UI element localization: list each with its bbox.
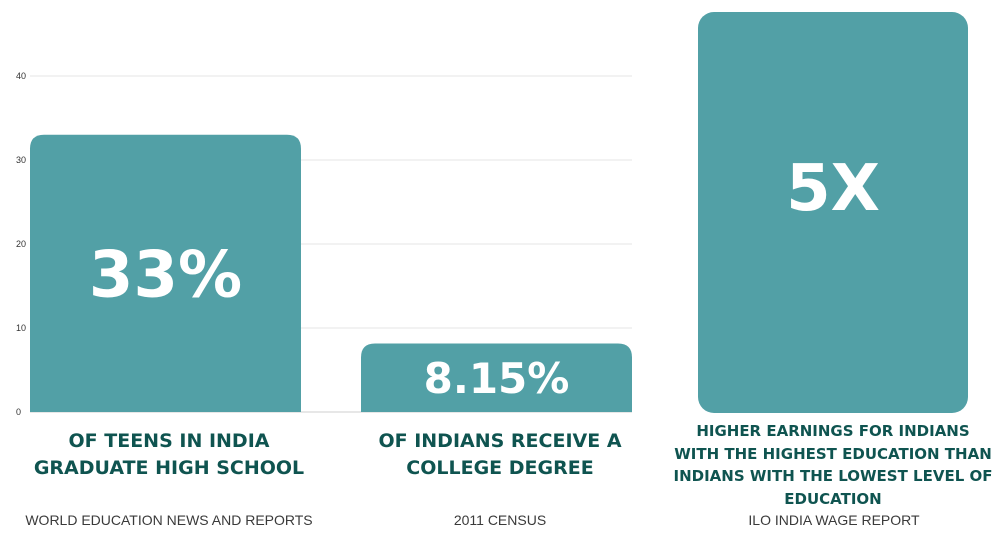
caption-college: OF INDIANS RECEIVE A COLLEGE DEGREE	[378, 430, 622, 479]
y-axis-ticks: 0 10 20 30 40	[16, 71, 26, 417]
bar-value-label: 33%	[89, 238, 242, 312]
earnings-panel: 5X	[698, 12, 968, 413]
y-tick-label: 40	[16, 71, 26, 81]
y-tick-label: 0	[16, 407, 21, 417]
bars-layer	[30, 134, 632, 413]
source-earnings: ILO INDIA WAGE REPORT	[748, 512, 920, 528]
caption-earnings: HIGHER EARNINGS FOR INDIANS WITH THE HIG…	[673, 422, 993, 508]
source-college: 2011 CENSUS	[453, 512, 547, 528]
bar	[361, 343, 632, 412]
y-tick-label: 30	[16, 155, 26, 165]
bar-value-labels: 33% 8.15%	[89, 238, 569, 402]
y-tick-label: 20	[16, 239, 26, 249]
y-tick-label: 10	[16, 323, 26, 333]
earnings-multiplier: 5X	[786, 152, 880, 226]
caption-teens: OF TEENS IN INDIA GRADUATE HIGH SCHOOL	[33, 430, 305, 479]
bar	[30, 134, 301, 413]
bar-value-label: 8.15%	[424, 354, 570, 403]
source-teens: WORLD EDUCATION NEWS AND REPORTS	[25, 512, 313, 528]
